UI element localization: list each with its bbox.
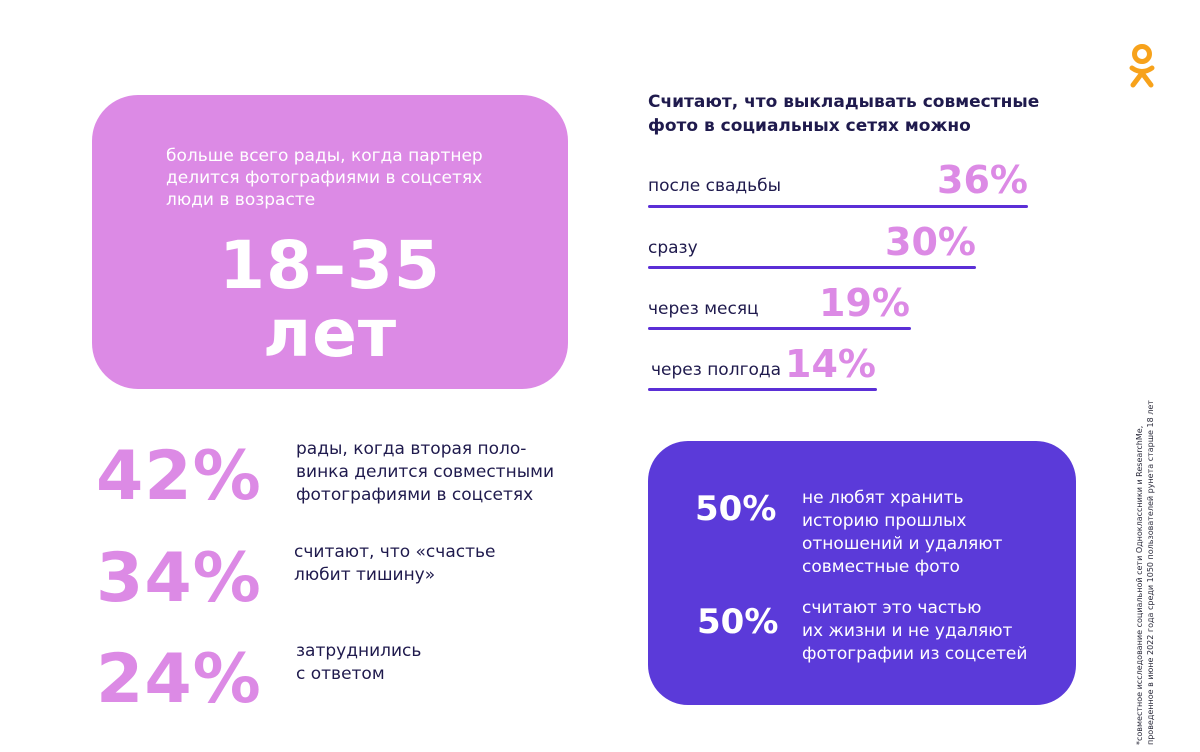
stat-text: затруднились с ответом bbox=[296, 640, 421, 686]
age-caption-line: больше всего рады, когда партнер bbox=[166, 146, 483, 166]
timing-value: 30% bbox=[885, 220, 976, 264]
timing-title: Считают, что выкладывать совместные фото… bbox=[648, 90, 1068, 138]
stat-text-line: рады, когда вторая поло- bbox=[296, 439, 527, 459]
stat-text-line: считают, что «счастье bbox=[294, 542, 496, 562]
breakup-stat-text: считают это частью их жизни и не удаляют… bbox=[802, 597, 1027, 666]
breakup-stat-line: фотографии из соцсетей bbox=[802, 644, 1028, 664]
timing-label: после свадьбы bbox=[648, 176, 782, 196]
age-caption-line: делится фотографиями в соцсетях bbox=[166, 168, 483, 188]
age-range: 18–35 лет bbox=[92, 232, 568, 368]
timing-label: через месяц bbox=[648, 299, 759, 319]
footnote-line: *совместное исследование социальной сети… bbox=[1135, 425, 1144, 745]
breakup-stat-value: 50% bbox=[695, 489, 777, 529]
stat-text-line: фотографиями в соцсетях bbox=[296, 485, 534, 505]
stat-text: рады, когда вторая поло- винка делится с… bbox=[296, 438, 554, 507]
timing-label: сразу bbox=[648, 238, 698, 258]
footnote-line: проведенное в июне 2022 года среди 1050 … bbox=[1146, 400, 1155, 745]
age-range-value: 18–35 bbox=[219, 227, 441, 304]
breakup-stat-line: отношений и удаляют bbox=[802, 534, 1003, 554]
age-caption-line: люди в возрасте bbox=[166, 190, 316, 210]
timing-label: через полгода bbox=[651, 360, 782, 380]
timing-bar bbox=[648, 205, 1028, 208]
stat-value: 34% bbox=[96, 539, 262, 618]
stat-text-line: любит тишину» bbox=[294, 565, 436, 585]
stat-value: 42% bbox=[96, 437, 262, 516]
timing-title-line: фото в социальных сетях можно bbox=[648, 116, 971, 136]
stat-text: считают, что «счастье любит тишину» bbox=[294, 541, 495, 587]
breakup-stat-value: 50% bbox=[697, 602, 779, 642]
breakup-stat-line: совместные фото bbox=[802, 557, 960, 577]
timing-bar bbox=[648, 388, 877, 391]
timing-bar bbox=[648, 327, 911, 330]
timing-bar bbox=[648, 266, 976, 269]
stat-text-line: затруднились bbox=[296, 641, 422, 661]
timing-title-line: Считают, что выкладывать совместные bbox=[648, 92, 1040, 112]
breakup-photos-card bbox=[648, 441, 1076, 705]
stat-value: 24% bbox=[96, 640, 262, 719]
timing-value: 14% bbox=[785, 342, 876, 386]
stat-text-line: с ответом bbox=[296, 664, 385, 684]
odnoklassniki-logo-icon bbox=[1129, 44, 1155, 88]
breakup-stat-text: не любят хранить историю прошлых отношен… bbox=[802, 487, 1002, 579]
age-range-unit: лет bbox=[262, 295, 398, 372]
age-highlight-card bbox=[92, 95, 568, 389]
timing-value: 36% bbox=[937, 158, 1028, 202]
breakup-stat-line: считают это частью bbox=[802, 598, 982, 618]
age-caption: больше всего рады, когда партнер делится… bbox=[166, 145, 526, 211]
breakup-stat-line: историю прошлых bbox=[802, 511, 967, 531]
breakup-stat-line: их жизни и не удаляют bbox=[802, 621, 1013, 641]
timing-value: 19% bbox=[819, 281, 910, 325]
stat-text-line: винка делится совместными bbox=[296, 462, 554, 482]
survey-footnote: *совместное исследование социальной сети… bbox=[1134, 385, 1156, 745]
breakup-stat-line: не любят хранить bbox=[802, 488, 964, 508]
